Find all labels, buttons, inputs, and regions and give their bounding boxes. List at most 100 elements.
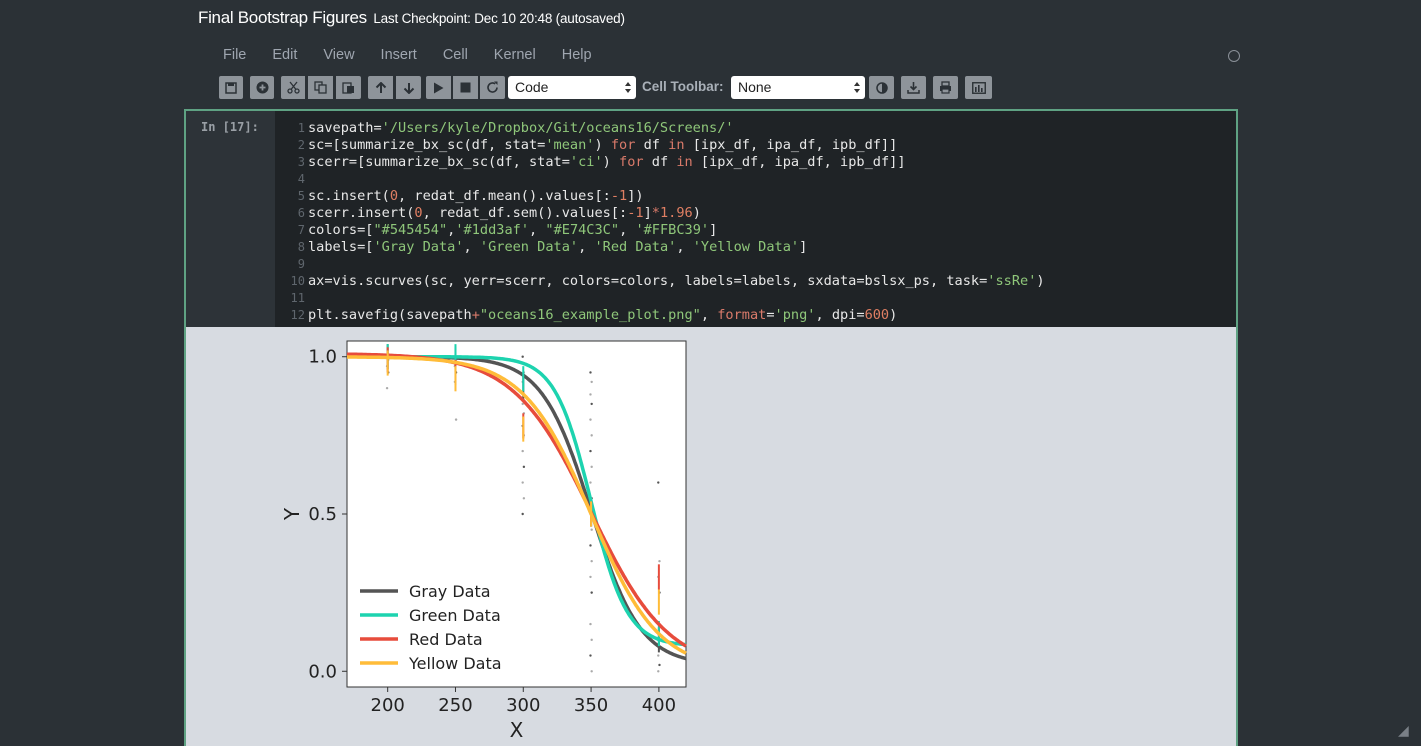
code-line: scerr.insert(0, redat_df.sem().values[:-…: [308, 205, 701, 221]
play-icon: [434, 82, 444, 93]
data-point: [658, 663, 661, 667]
data-point: [590, 591, 593, 594]
x-tick-label: 350: [574, 695, 608, 716]
menu-insert[interactable]: Insert: [380, 47, 417, 63]
data-point: [589, 544, 592, 547]
plus-circle-icon: [256, 81, 268, 94]
kernel-status-icon: [1228, 50, 1240, 62]
data-point: [589, 575, 592, 579]
code-cell[interactable]: In [17]: 1 2 3 4 5 6 7 8 9 10 11 12 save…: [184, 109, 1238, 746]
data-point: [590, 434, 593, 437]
data-point: [590, 402, 593, 406]
bar-chart-icon: [971, 81, 986, 94]
theme-toggle-button[interactable]: [869, 76, 894, 99]
data-point: [454, 418, 458, 421]
y-axis-label: Y: [280, 507, 304, 521]
menu-view[interactable]: View: [323, 47, 355, 63]
code-lines: savepath='/Users/kyle/Dropbox/Git/oceans…: [308, 120, 1045, 324]
interrupt-button[interactable]: [453, 76, 478, 99]
copy-button[interactable]: [308, 76, 333, 99]
data-point: [658, 559, 661, 563]
data-point: [657, 481, 660, 484]
menu-edit[interactable]: Edit: [272, 47, 298, 63]
data-point: [522, 465, 526, 469]
save-button[interactable]: [219, 76, 243, 99]
insert-cell-button[interactable]: [250, 76, 274, 99]
code-line: savepath='/Users/kyle/Dropbox/Git/oceans…: [308, 120, 734, 136]
line-number: 9: [297, 257, 305, 271]
cut-button[interactable]: [281, 76, 305, 99]
data-point: [589, 371, 592, 374]
arrow-down-icon: [403, 82, 414, 94]
cell-type-select[interactable]: Code: [508, 76, 636, 99]
copy-icon: [314, 81, 327, 94]
data-point: [589, 418, 592, 421]
code-line: plt.savefig(savepath+"oceans16_example_p…: [308, 307, 898, 323]
cell-toolbar-select[interactable]: None: [731, 76, 865, 99]
cell-toolbar-label: Cell Toolbar:: [642, 79, 724, 94]
menu-cell[interactable]: Cell: [442, 47, 468, 63]
code-line: ax=vis.scurves(sc, yerr=scerr, colors=co…: [308, 273, 1045, 289]
refresh-icon: [487, 81, 498, 93]
code-line: colors=["#545454",'#1dd3af', "#E74C3C", …: [308, 222, 718, 238]
cell-type-value: Code: [515, 79, 549, 95]
notebook-name[interactable]: Final Bootstrap Figures: [198, 8, 367, 27]
select-arrows-icon: [854, 82, 860, 93]
data-point: [657, 654, 660, 657]
code-line: sc.insert(0, redat_df.mean().values[:-1]…: [308, 188, 644, 204]
line-number: 4: [297, 172, 305, 186]
line-number: 11: [290, 291, 305, 305]
input-prompt-area: In [17]:: [186, 111, 275, 327]
line-number: 12: [290, 308, 305, 322]
y-tick-label: 1.0: [308, 347, 337, 368]
move-down-button[interactable]: [396, 76, 421, 99]
code-editor[interactable]: 1 2 3 4 5 6 7 8 9 10 11 12 savepath='/Us…: [275, 111, 1236, 327]
notebook-header: Final Bootstrap Figures Last Checkpoint:…: [0, 0, 1421, 107]
print-button[interactable]: [933, 76, 958, 99]
series-line: [347, 352, 687, 648]
line-number: 2: [297, 138, 305, 152]
input-prompt: In [17]:: [201, 120, 259, 134]
stop-icon: [460, 82, 471, 93]
data-point: [590, 465, 593, 469]
data-point: [590, 559, 593, 563]
paste-button[interactable]: [336, 76, 361, 99]
code-line: [308, 171, 1045, 188]
save-icon: [225, 81, 237, 94]
data-point: [590, 528, 593, 531]
slideshow-button[interactable]: [965, 76, 992, 99]
data-point: [590, 638, 593, 642]
menu-help[interactable]: Help: [561, 47, 592, 63]
data-point: [589, 449, 592, 453]
plot-area: [346, 340, 687, 688]
restart-button[interactable]: [480, 76, 505, 99]
menu-file[interactable]: File: [223, 47, 247, 63]
x-axis-label: X: [510, 718, 524, 742]
line-number: 6: [297, 206, 305, 220]
data-point: [590, 670, 593, 673]
move-up-button[interactable]: [368, 76, 393, 99]
legend-label: Yellow Data: [408, 654, 502, 673]
legend-label: Gray Data: [409, 582, 491, 601]
data-point: [521, 481, 524, 484]
code-line: sc=[summarize_bx_sc(df, stat='mean') for…: [308, 137, 898, 153]
resize-handle-icon[interactable]: ◢: [1398, 722, 1409, 738]
data-point: [522, 497, 526, 500]
download-icon: [907, 82, 920, 94]
paste-icon: [342, 82, 354, 94]
data-point: [589, 481, 592, 484]
y-tick-label: 0.0: [308, 661, 337, 682]
code-line: labels=['Gray Data', 'Green Data', 'Red …: [308, 239, 808, 255]
printer-icon: [940, 81, 951, 94]
line-number: 3: [297, 155, 305, 169]
data-point: [521, 449, 524, 453]
run-button[interactable]: [426, 76, 451, 99]
y-tick-label: 0.5: [308, 504, 337, 525]
menu-kernel[interactable]: Kernel: [493, 47, 536, 63]
checkpoint-status: Last Checkpoint: Dec 10 20:48 (autosaved…: [373, 11, 625, 26]
menu-bar: File Edit View Insert Cell Kernel Help: [210, 46, 605, 66]
legend-label: Red Data: [409, 630, 483, 649]
data-point: [589, 622, 592, 626]
download-button[interactable]: [901, 76, 926, 99]
output-area: 200 250 300 350 400 0.0 0.5 1.0 X Y Gray Data Green…: [186, 327, 1236, 746]
